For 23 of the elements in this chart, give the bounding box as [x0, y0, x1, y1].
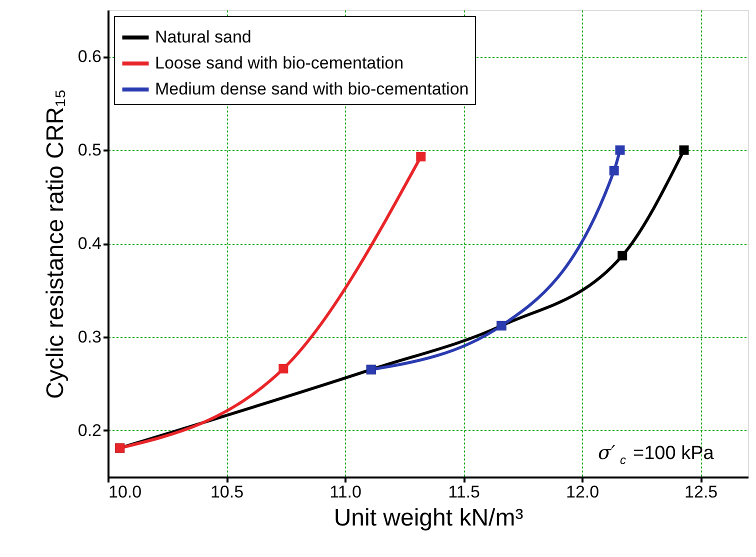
x-tick-label: 10.0 — [108, 482, 142, 502]
y-tick-label: 0.5 — [78, 140, 102, 160]
legend-label: Loose sand with bio-cementation — [155, 54, 404, 72]
y-tick-label: 0.3 — [78, 327, 102, 346]
point — [615, 145, 625, 155]
y-tick-label: 0.6 — [78, 47, 102, 66]
y-tick-label: 0.2 — [78, 420, 102, 440]
x-tick-label: 10.5 — [210, 482, 244, 502]
y-axis-title: Cyclic resistance ratio CRR₁₅ — [42, 89, 69, 399]
point — [679, 145, 689, 155]
legend-label: Medium dense sand with bio-cementation — [155, 80, 469, 98]
point — [618, 250, 628, 260]
x-tick-label: 12.0 — [566, 482, 600, 502]
y-tick-label: 0.4 — [78, 234, 102, 253]
point — [609, 166, 619, 176]
x-axis-title: Unit weight kN/m³ — [334, 504, 524, 532]
x-tick-label: 11.0 — [330, 482, 362, 502]
legend-label: Natural sand — [155, 28, 252, 46]
x-tick-label: 11.5 — [448, 482, 480, 502]
annotation: σ′c =100 kPa — [598, 442, 714, 467]
point — [278, 364, 288, 374]
point — [416, 152, 426, 162]
x-tick-label: 12.5 — [684, 482, 718, 502]
